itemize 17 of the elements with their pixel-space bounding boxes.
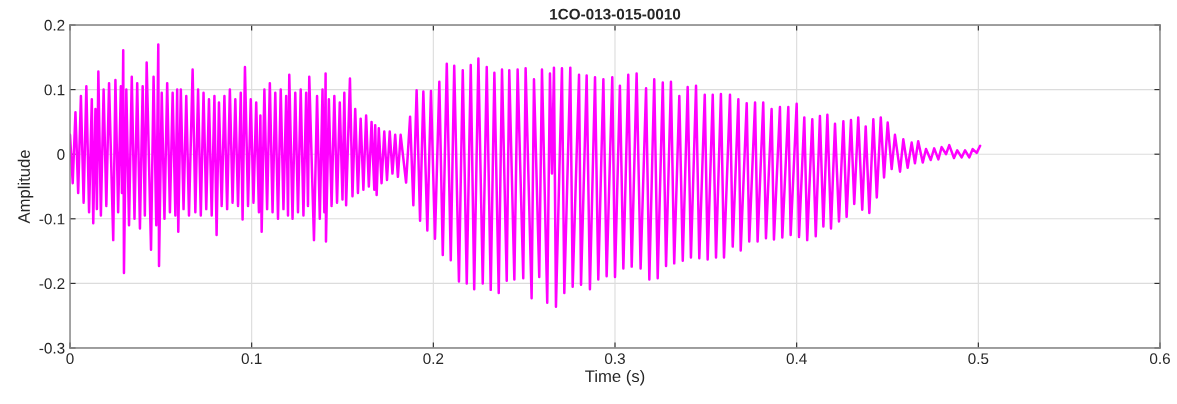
- y-tick-label: -0.1: [39, 213, 65, 225]
- x-tick-label: 0.6: [1149, 353, 1170, 365]
- x-axis-title: Time (s): [585, 369, 645, 386]
- x-tick-label: 0.1: [241, 353, 262, 365]
- x-tick-label: 0: [66, 353, 74, 365]
- x-tick-label: 0.5: [968, 353, 989, 365]
- x-tick-label: 0.2: [423, 353, 444, 365]
- chart-title: 1CO-013-015-0010: [550, 8, 681, 20]
- x-tick-label: 0.4: [786, 353, 807, 365]
- y-tick-label: -0.3: [39, 342, 65, 354]
- y-tick-label: 0: [57, 149, 65, 160]
- y-axis-title: Amplitude: [17, 150, 34, 224]
- y-tick-label: 0.1: [44, 84, 65, 96]
- y-tick-label: -0.2: [39, 278, 65, 290]
- line-series: [70, 43, 982, 308]
- x-tick-label: 0.3: [604, 353, 625, 365]
- y-tick-label: 0.2: [44, 19, 65, 31]
